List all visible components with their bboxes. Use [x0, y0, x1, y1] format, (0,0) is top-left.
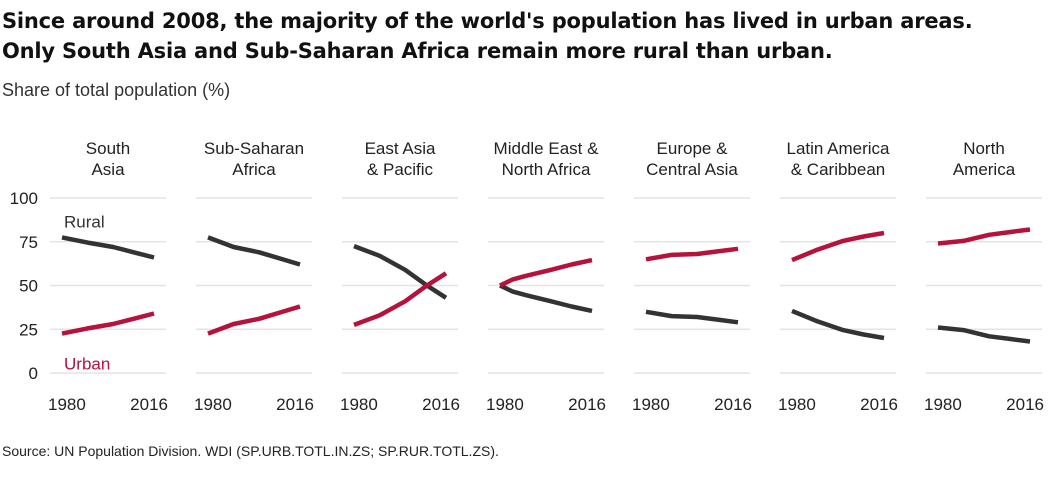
x-tick-label: 1980	[194, 395, 232, 414]
urban-series-line	[937, 227, 1031, 246]
title-line-2: Only South Asia and Sub-Saharan Africa r…	[2, 39, 833, 63]
panel-title-line: Asia	[91, 160, 125, 179]
small-multiples-line-chart: 100 75 50 25 0 South Asia 1980 2016 Rural Urban Sub…	[10, 139, 1044, 414]
panel-title-line: & Pacific	[367, 160, 434, 179]
x-tick-label: 2016	[422, 395, 460, 414]
rural-series-line	[937, 325, 1031, 344]
panel-title-line: Latin America	[787, 139, 891, 158]
rural-series-line	[61, 235, 155, 260]
panel-title-line: East Asia	[365, 139, 436, 158]
urban-series-line	[353, 271, 448, 328]
rural-series-line	[353, 243, 448, 300]
chart-title: Since around 2008, the majority of the w…	[2, 6, 1054, 66]
x-tick-label: 2016	[130, 395, 168, 414]
panel-title-line: & Caribbean	[791, 160, 886, 179]
y-tick-label: 25	[19, 320, 38, 339]
source-note: Source: UN Population Division. WDI (SP.…	[2, 443, 499, 459]
x-tick-label: 1980	[48, 395, 86, 414]
rural-series-line	[645, 309, 739, 325]
urban-series-line	[791, 230, 885, 263]
panel-title-line: Europe &	[657, 139, 729, 158]
urban-series-line	[61, 311, 155, 336]
x-tick-label: 1980	[486, 395, 524, 414]
rural-series-label: Rural	[64, 212, 105, 231]
urban-series-line	[207, 304, 301, 336]
urban-series-line	[499, 257, 593, 288]
x-tick-label: 1980	[924, 395, 962, 414]
x-tick-label: 1980	[632, 395, 670, 414]
panel-title-line: Middle East &	[494, 139, 600, 158]
panel-title-line: South	[86, 139, 130, 158]
panel-title-line: Sub-Saharan	[204, 139, 304, 158]
x-tick-label: 2016	[276, 395, 314, 414]
y-tick-label: 0	[29, 364, 38, 383]
rural-series-line	[791, 308, 885, 341]
y-tick-label: 75	[19, 233, 38, 252]
y-tick-label: 50	[19, 277, 38, 296]
chart-subtitle: Share of total population (%)	[2, 80, 231, 100]
x-tick-label: 2016	[1006, 395, 1044, 414]
x-tick-label: 1980	[778, 395, 816, 414]
panel-title-line: Africa	[232, 160, 276, 179]
x-tick-label: 1980	[340, 395, 378, 414]
urban-series-label: Urban	[64, 355, 110, 374]
panel-title-line: North Africa	[502, 160, 591, 179]
urban-series-line	[645, 246, 739, 262]
panel-title-line: Central Asia	[646, 160, 738, 179]
x-tick-label: 2016	[568, 395, 606, 414]
title-line-1: Since around 2008, the majority of the w…	[2, 9, 973, 33]
y-tick-label: 100	[10, 189, 38, 208]
rural-series-line	[499, 283, 593, 314]
x-tick-label: 2016	[714, 395, 752, 414]
panel-title-line: North	[963, 139, 1005, 158]
rural-series-line	[207, 235, 301, 267]
x-tick-label: 2016	[860, 395, 898, 414]
panel-title-line: America	[953, 160, 1016, 179]
